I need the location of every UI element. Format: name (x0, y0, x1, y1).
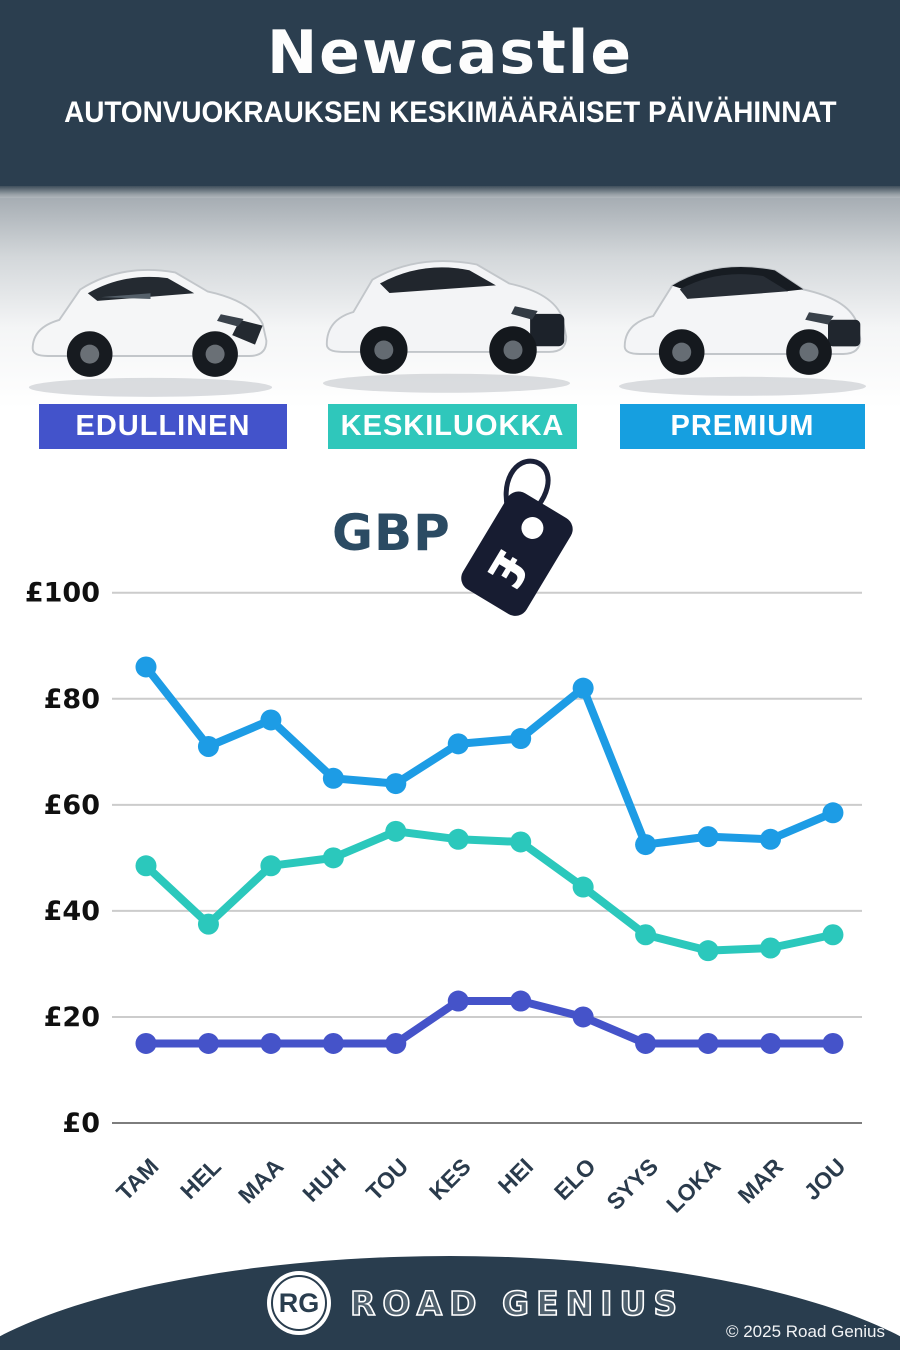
currency-label: GBP (332, 504, 451, 562)
header-banner: Newcastle AUTONVUOKRAUKSEN KESKIMÄÄRÄISE… (0, 0, 900, 186)
midsize-car-image (323, 260, 570, 393)
svg-text:HEI: HEI (493, 1153, 538, 1198)
svg-text:JOU: JOU (799, 1153, 851, 1205)
page-title: Newcastle (266, 18, 634, 88)
rg-logo-initials: RG (271, 1275, 327, 1331)
price-tag-icon: £ (461, 458, 573, 616)
economy-car-image (28, 268, 273, 397)
svg-text:£80: £80 (44, 684, 100, 715)
svg-text:MAA: MAA (233, 1153, 288, 1208)
svg-text:TOU: TOU (361, 1153, 413, 1205)
svg-text:MAR: MAR (733, 1153, 789, 1209)
svg-text:£0: £0 (62, 1108, 100, 1139)
tier-label-midsize: KESKILUOKKA (328, 404, 577, 449)
brand-name: ROAD GENIUS (349, 1283, 685, 1324)
svg-text:HEL: HEL (175, 1153, 226, 1204)
header-divider (0, 186, 900, 198)
page-subtitle: AUTONVUOKRAUKSEN KESKIMÄÄRÄISET PÄIVÄHIN… (63, 96, 837, 129)
tier-label-premium: PREMIUM (620, 404, 865, 449)
svg-text:HUH: HUH (297, 1153, 351, 1207)
svg-text:LOKA: LOKA (661, 1153, 725, 1217)
svg-text:KES: KES (424, 1153, 476, 1205)
svg-text:£40: £40 (44, 896, 100, 927)
tier-label-economy: EDULLINEN (39, 404, 287, 449)
svg-text:£60: £60 (44, 790, 100, 821)
premium-car-image (619, 266, 866, 396)
price-chart: £0 £20 £40 £60 £80 £100 TAM HEL MAA HUH TOU KES HEI E… (25, 578, 862, 1218)
svg-text:SYYS: SYYS (601, 1153, 663, 1215)
copyright-text: © 2025 Road Genius (725, 1322, 885, 1341)
rg-logo: RG (267, 1271, 331, 1335)
svg-text:£100: £100 (25, 578, 100, 609)
svg-text:TAM: TAM (111, 1153, 163, 1205)
svg-text:£20: £20 (44, 1002, 100, 1033)
svg-text:ELO: ELO (549, 1153, 601, 1205)
